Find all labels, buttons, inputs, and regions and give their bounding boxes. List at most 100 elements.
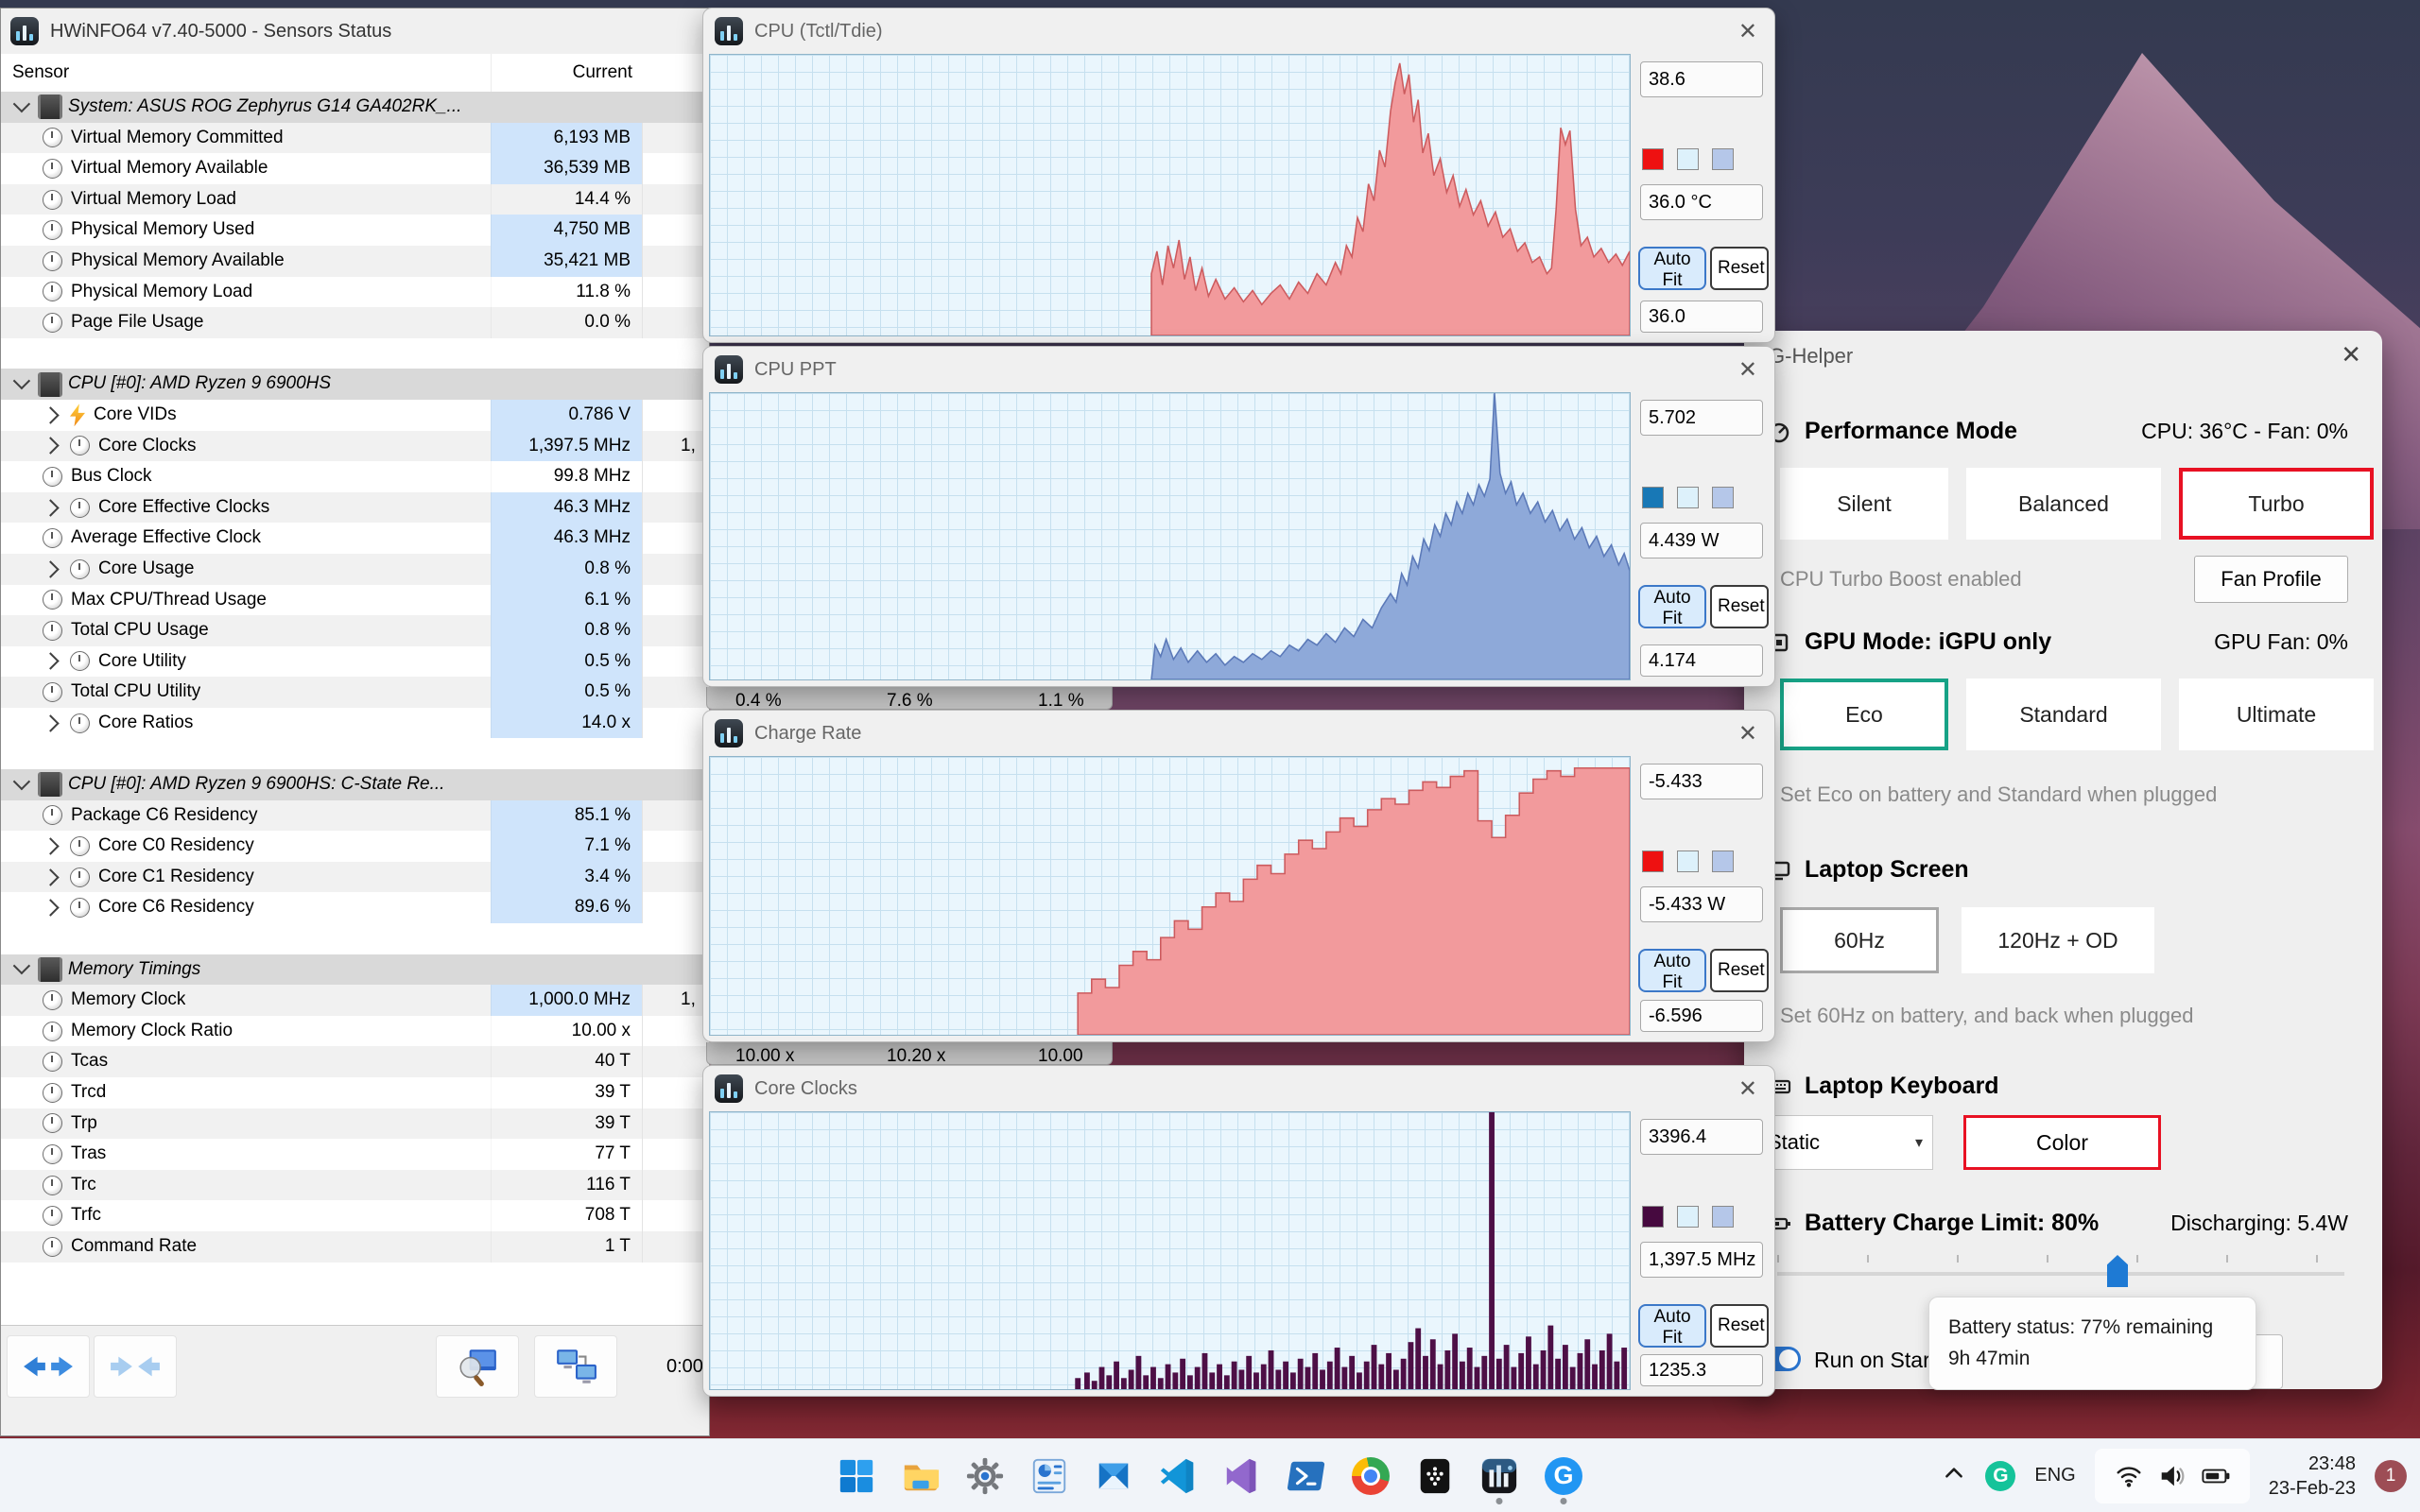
sensor-group-row[interactable]: CPU [#0]: AMD Ryzen 9 6900HS: [1, 369, 709, 400]
background-color-swatch[interactable]: [1677, 487, 1699, 508]
grid-color-swatch[interactable]: [1712, 1206, 1734, 1228]
tray-chevron-up-icon[interactable]: [1942, 1461, 1966, 1490]
chevron-right-icon[interactable]: [42, 437, 60, 455]
sensor-group-row[interactable]: Memory Timings: [1, 954, 709, 986]
chevron-right-icon[interactable]: [42, 899, 60, 917]
eco-mode-button[interactable]: Eco: [1780, 679, 1948, 750]
reset-button[interactable]: Reset: [1710, 1304, 1769, 1348]
sensor-row[interactable]: Physical Memory Load 11.8 %: [1, 276, 709, 308]
series-color-swatch[interactable]: [1642, 850, 1664, 872]
sensor-row[interactable]: Tras 77 T: [1, 1139, 709, 1170]
close-icon[interactable]: ✕: [1737, 1075, 1757, 1102]
taskbar-task-manager-icon[interactable]: [1022, 1445, 1077, 1507]
keyboard-mode-dropdown[interactable]: Static ▾: [1754, 1115, 1933, 1170]
collapse-all-button[interactable]: [94, 1335, 177, 1398]
close-icon[interactable]: ✕: [2341, 340, 2361, 369]
close-icon[interactable]: ✕: [1737, 720, 1757, 747]
sensor-row[interactable]: Average Effective Clock 46.3 MHz: [1, 523, 709, 554]
120hz-od-button[interactable]: 120Hz + OD: [1962, 907, 2154, 973]
grid-color-swatch[interactable]: [1712, 850, 1734, 872]
ultimate-mode-button[interactable]: Ultimate: [2179, 679, 2374, 750]
taskbar-remote-desktop-icon[interactable]: [1408, 1445, 1462, 1507]
chevron-down-icon[interactable]: [12, 372, 31, 390]
taskbar-powershell-icon[interactable]: [1279, 1445, 1334, 1507]
sensor-row[interactable]: Virtual Memory Available 36,539 MB: [1, 153, 709, 184]
sensor-row[interactable]: Trp 39 T: [1, 1108, 709, 1140]
sensor-row[interactable]: Physical Memory Available 35,421 MB: [1, 245, 709, 277]
turbo-mode-button[interactable]: Turbo: [2179, 468, 2374, 540]
sensor-row[interactable]: Tcas 40 T: [1, 1046, 709, 1077]
series-color-swatch[interactable]: [1642, 487, 1664, 508]
grid-color-swatch[interactable]: [1712, 487, 1734, 508]
system-summary-button[interactable]: [436, 1335, 519, 1398]
taskbar-settings-icon[interactable]: [958, 1445, 1012, 1507]
sensor-group-row[interactable]: CPU [#0]: AMD Ryzen 9 6900HS: C-State Re…: [1, 769, 709, 800]
keyboard-color-button[interactable]: Color: [1963, 1115, 2161, 1170]
taskbar-file-explorer-icon[interactable]: [893, 1445, 948, 1507]
taskbar-start-icon[interactable]: [829, 1445, 884, 1507]
sensor-row[interactable]: Command Rate 1 T: [1, 1230, 709, 1263]
sensor-row[interactable]: Core C1 Residency 3.4 %: [1, 861, 709, 893]
close-icon[interactable]: ✕: [1737, 356, 1757, 383]
chevron-right-icon[interactable]: [42, 868, 60, 886]
remote-monitoring-button[interactable]: [534, 1335, 617, 1398]
60hz-button[interactable]: 60Hz: [1780, 907, 1939, 973]
taskbar-mail-icon[interactable]: [1086, 1445, 1141, 1507]
notification-badge[interactable]: 1: [2375, 1459, 2407, 1492]
chevron-right-icon[interactable]: [42, 713, 60, 732]
sensor-row[interactable]: Core Clocks 1,397.5 MHz 1,: [1, 430, 709, 462]
sensor-row[interactable]: Trcd 39 T: [1, 1077, 709, 1108]
column-header-sensor[interactable]: Sensor: [12, 62, 70, 82]
graph-window-titlebar[interactable]: Charge Rate ✕: [703, 711, 1774, 756]
sensor-row[interactable]: Max CPU/Thread Usage 6.1 %: [1, 584, 709, 616]
standard-mode-button[interactable]: Standard: [1966, 679, 2161, 750]
sensor-row[interactable]: Core C0 Residency 7.1 %: [1, 831, 709, 862]
close-icon[interactable]: ✕: [1737, 18, 1757, 44]
fan-profile-button[interactable]: Fan Profile: [2194, 556, 2348, 603]
column-header-current[interactable]: Current: [491, 54, 642, 92]
hidden-window-strip-core-ratios[interactable]: 10.00 x 10.20 x 10.00: [706, 1042, 1113, 1065]
taskbar-chrome-icon[interactable]: [1343, 1445, 1398, 1507]
sensor-group-row[interactable]: System: ASUS ROG Zephyrus G14 GA402RK_..…: [1, 92, 709, 123]
slider-handle[interactable]: [2107, 1255, 2128, 1287]
sensor-row[interactable]: Core Usage 0.8 %: [1, 553, 709, 585]
background-color-swatch[interactable]: [1677, 1206, 1699, 1228]
chevron-down-icon[interactable]: [12, 94, 31, 113]
sensor-row[interactable]: Package C6 Residency 85.1 %: [1, 799, 709, 832]
chevron-right-icon[interactable]: [42, 406, 60, 424]
silent-mode-button[interactable]: Silent: [1780, 468, 1948, 540]
sensor-row[interactable]: Memory Clock Ratio 10.00 x: [1, 1015, 709, 1047]
chevron-right-icon[interactable]: [42, 652, 60, 671]
auto-fit-button[interactable]: Auto Fit: [1638, 949, 1706, 992]
background-color-swatch[interactable]: [1677, 850, 1699, 872]
sensor-row[interactable]: Total CPU Utility 0.5 %: [1, 677, 709, 708]
sensor-row[interactable]: Virtual Memory Load 14.4 %: [1, 183, 709, 215]
sensor-row[interactable]: Core VIDs 0.786 V: [1, 399, 709, 431]
quick-settings[interactable]: [2094, 1448, 2250, 1503]
hwinfo-titlebar[interactable]: HWiNFO64 v7.40-5000 - Sensors Status: [1, 9, 709, 55]
taskbar-hwinfo64-icon[interactable]: [1472, 1445, 1527, 1507]
reset-button[interactable]: Reset: [1710, 949, 1769, 992]
graph-window-titlebar[interactable]: Core Clocks ✕: [703, 1066, 1774, 1111]
sensor-row[interactable]: Total CPU Usage 0.8 %: [1, 615, 709, 646]
taskbar-clock[interactable]: 23:48 23-Feb-23: [2269, 1452, 2356, 1501]
sensor-row[interactable]: Core Utility 0.5 %: [1, 645, 709, 678]
background-color-swatch[interactable]: [1677, 148, 1699, 170]
auto-fit-button[interactable]: Auto Fit: [1638, 247, 1706, 290]
sensor-row[interactable]: Physical Memory Used 4,750 MB: [1, 215, 709, 246]
chevron-right-icon[interactable]: [42, 498, 60, 517]
taskbar-visual-studio-icon[interactable]: [1215, 1445, 1270, 1507]
battery-limit-slider[interactable]: [1777, 1272, 2344, 1276]
chevron-right-icon[interactable]: [42, 560, 60, 578]
series-color-swatch[interactable]: [1642, 148, 1664, 170]
taskbar-ghelper-icon[interactable]: G: [1536, 1445, 1591, 1507]
sensor-row[interactable]: Core C6 Residency 89.6 %: [1, 892, 709, 924]
sensor-row[interactable]: Page File Usage 0.0 %: [1, 307, 709, 338]
chevron-down-icon[interactable]: [12, 957, 31, 975]
sensor-row[interactable]: Bus Clock 99.8 MHz: [1, 461, 709, 492]
chevron-right-icon[interactable]: [42, 837, 60, 855]
sensor-row[interactable]: Virtual Memory Committed 6,193 MB: [1, 122, 709, 154]
series-color-swatch[interactable]: [1642, 1206, 1664, 1228]
chevron-down-icon[interactable]: [12, 772, 31, 791]
sensor-row[interactable]: Trfc 708 T: [1, 1200, 709, 1231]
